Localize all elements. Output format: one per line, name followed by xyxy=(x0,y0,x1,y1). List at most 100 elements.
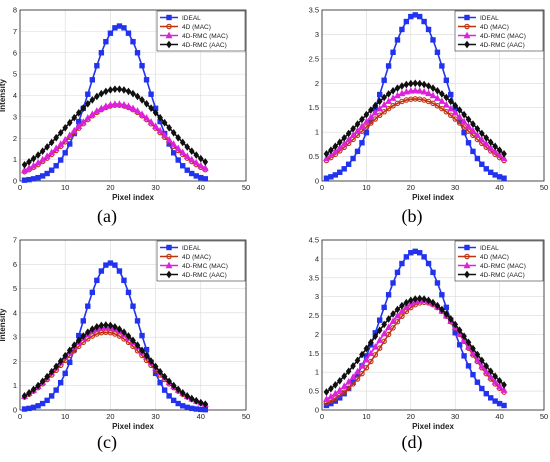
data-point-marker xyxy=(148,104,154,112)
data-point-marker xyxy=(470,371,476,378)
data-point-marker xyxy=(407,296,414,305)
data-point-marker xyxy=(456,113,464,120)
y-tick-label: 3.5 xyxy=(309,6,319,15)
data-point-marker xyxy=(179,138,186,147)
data-point-marker xyxy=(492,142,498,151)
data-point-marker xyxy=(89,325,96,333)
data-point-marker xyxy=(354,120,361,128)
data-point-marker xyxy=(447,315,454,323)
data-point-marker xyxy=(79,118,87,125)
data-point-marker xyxy=(332,142,339,151)
data-point-marker xyxy=(180,163,186,169)
y-tick-label: 4.5 xyxy=(309,236,319,245)
data-point-marker xyxy=(492,172,498,178)
data-point-marker xyxy=(482,139,490,147)
data-point-marker xyxy=(35,151,41,159)
x-tick-label: 20 xyxy=(106,183,114,192)
data-point-marker xyxy=(416,87,424,94)
data-point-marker xyxy=(434,102,441,109)
data-point-marker xyxy=(381,109,387,115)
data-point-marker xyxy=(57,379,64,386)
legend: IDEAL 4D (MAC) 4D-RMC (MAC) 4D-RMC (AAC) xyxy=(454,240,544,282)
x-axis-title: Pixel index xyxy=(112,193,154,202)
data-point-marker xyxy=(363,129,370,136)
chart-panel-1: 0 10 20 30 40 50 0 1 2 3 4 5 6 7 8 Pixel index Intensity… xyxy=(0,6,250,228)
y-tick-label: 0.5 xyxy=(309,387,319,396)
data-point-marker xyxy=(62,351,69,360)
data-point-marker xyxy=(21,160,28,169)
data-point-marker xyxy=(48,367,55,376)
data-point-marker xyxy=(152,122,160,129)
data-point-marker xyxy=(478,362,486,369)
data-point-marker xyxy=(434,86,441,95)
y-tick-label: 0 xyxy=(13,177,17,186)
data-point-marker xyxy=(425,89,432,97)
data-point-marker xyxy=(461,332,467,341)
data-point-marker xyxy=(130,336,136,345)
data-point-marker xyxy=(152,108,159,117)
data-point-marker xyxy=(473,131,481,138)
data-point-marker xyxy=(193,151,200,159)
data-point-marker xyxy=(94,63,100,69)
data-point-marker xyxy=(75,336,82,345)
data-point-marker xyxy=(103,38,109,45)
data-point-marker xyxy=(474,379,481,385)
data-point-marker xyxy=(500,154,508,162)
data-point-marker xyxy=(336,143,344,151)
data-point-marker xyxy=(75,122,83,129)
data-point-marker xyxy=(367,349,375,357)
data-point-marker xyxy=(439,63,445,69)
data-point-marker xyxy=(107,321,114,330)
data-point-marker xyxy=(399,260,405,267)
data-point-marker xyxy=(25,164,33,171)
data-point-marker xyxy=(94,92,100,101)
data-point-marker xyxy=(143,99,150,108)
legend-label: IDEAL xyxy=(480,245,499,252)
data-point-marker xyxy=(161,131,169,138)
data-point-marker xyxy=(121,25,127,31)
data-point-marker xyxy=(323,154,330,162)
data-point-marker xyxy=(35,403,41,409)
data-point-marker xyxy=(143,346,150,353)
data-point-marker xyxy=(461,129,467,136)
data-point-marker xyxy=(394,100,401,107)
data-point-marker xyxy=(67,141,73,147)
data-point-marker xyxy=(88,110,96,117)
data-point-marker xyxy=(376,104,384,112)
data-point-marker xyxy=(452,101,459,110)
x-axis-title: Pixel index xyxy=(412,193,454,202)
data-point-marker xyxy=(470,148,476,155)
data-point-marker xyxy=(416,13,423,20)
data-point-marker xyxy=(385,292,392,298)
data-point-marker xyxy=(412,12,418,18)
data-point-marker xyxy=(94,323,100,331)
data-point-marker xyxy=(452,320,459,329)
data-point-marker xyxy=(103,87,109,96)
x-tick-label: 30 xyxy=(151,412,159,421)
data-point-marker xyxy=(394,84,401,93)
data-point-marker xyxy=(121,328,127,337)
data-point-marker xyxy=(48,148,56,156)
data-point-marker xyxy=(447,97,454,106)
data-point-marker xyxy=(202,176,209,182)
legend-label: 4D (MAC) xyxy=(182,254,211,261)
data-point-marker xyxy=(30,154,37,163)
y-tick-label: 2 xyxy=(13,134,17,143)
data-point-marker xyxy=(331,147,339,155)
data-point-marker xyxy=(447,104,455,112)
legend-marker xyxy=(463,31,471,39)
data-point-marker xyxy=(461,110,467,119)
series-4d-rmc-aac xyxy=(21,85,209,169)
legend-marker xyxy=(464,244,470,251)
data-point-marker xyxy=(166,393,172,399)
data-point-marker xyxy=(390,102,396,109)
data-point-marker xyxy=(412,248,418,255)
data-point-marker xyxy=(407,79,414,88)
data-point-marker xyxy=(103,262,109,268)
data-point-marker xyxy=(39,147,46,156)
data-point-marker xyxy=(170,150,177,156)
legend-label: 4D-RMC (MAC) xyxy=(182,33,228,40)
data-point-marker xyxy=(138,110,146,117)
y-axis-title: Intensity xyxy=(0,308,7,341)
